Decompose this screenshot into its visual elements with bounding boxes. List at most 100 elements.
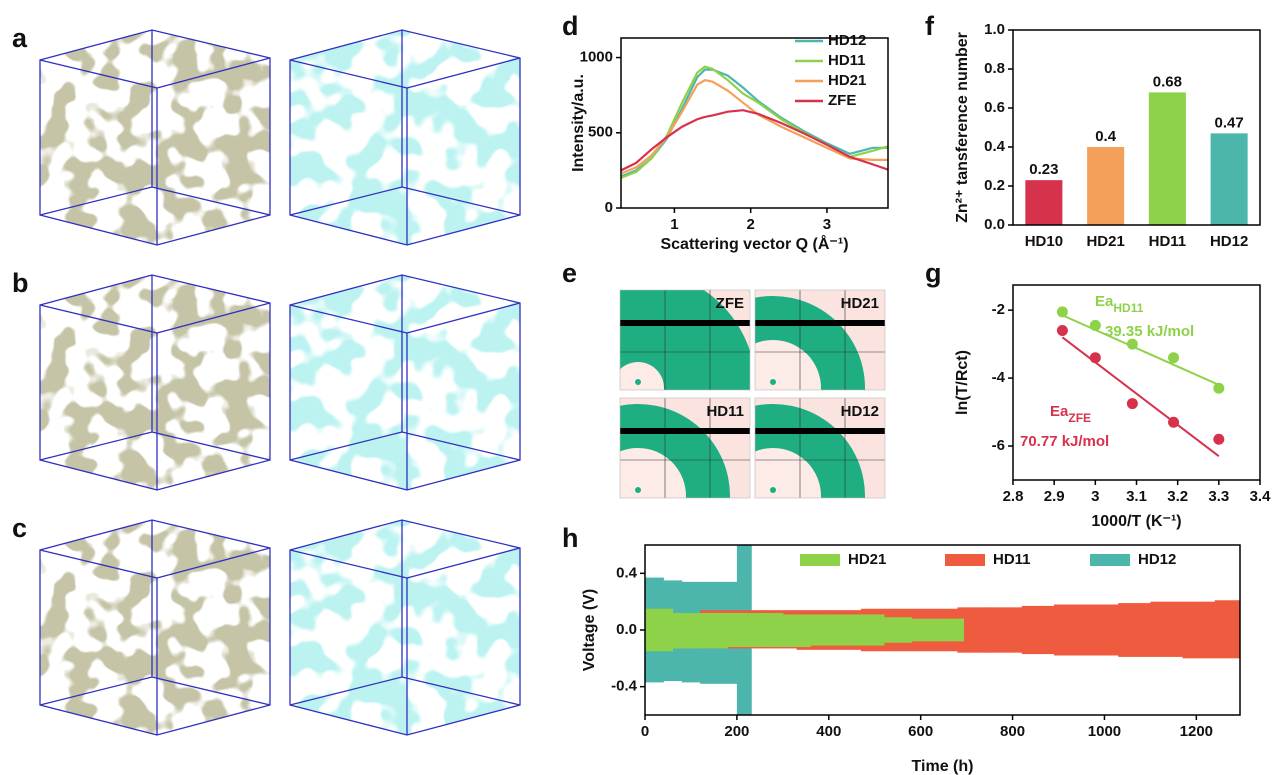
voltage-band — [1214, 600, 1239, 659]
x-tick-label: 1000 — [1088, 723, 1121, 740]
voltage-band — [911, 618, 940, 642]
panel-label: b — [12, 268, 29, 298]
x-tick-label: HD10 — [1025, 233, 1063, 250]
y-tick-label: -6 — [992, 437, 1005, 454]
fit-line — [1061, 336, 1220, 458]
annotation-subscript: ZFE — [1068, 411, 1091, 425]
cube-render — [289, 519, 521, 736]
legend-label: HD21 — [848, 551, 886, 568]
annotation: EaZFE — [1050, 403, 1091, 425]
beam-spot — [635, 487, 641, 493]
value-label: 0.68 — [1153, 73, 1182, 90]
x-tick-label: 600 — [908, 723, 933, 740]
voltage-band — [700, 613, 729, 649]
cube-edge — [156, 57, 271, 89]
y-tick-label: -0.4 — [611, 678, 638, 695]
value-label: 0.47 — [1215, 114, 1244, 131]
data-point — [1056, 306, 1068, 318]
voltage-band — [1237, 600, 1240, 659]
value-label: 0.4 — [1095, 128, 1117, 145]
panel-label: g — [925, 258, 942, 288]
voltage-band — [1182, 601, 1216, 659]
cube-edge — [406, 547, 521, 579]
voltage-band — [1118, 603, 1151, 657]
annotation: EaHD11 — [1095, 293, 1144, 315]
y-tick-label: 0.4 — [616, 564, 638, 581]
scattering-image: HD21 — [754, 289, 886, 391]
image-content — [755, 398, 885, 498]
image-label: HD12 — [841, 403, 879, 420]
data-point — [1126, 398, 1138, 410]
ring-inner — [755, 448, 821, 498]
voltage-band — [962, 618, 965, 642]
image-content — [755, 290, 885, 390]
series-line — [620, 68, 888, 178]
data-point — [1213, 382, 1225, 394]
data-point — [1089, 319, 1101, 331]
annotation-subscript: HD11 — [1113, 301, 1143, 315]
annotation: 39.35 kJ/mol — [1105, 323, 1194, 340]
cube-texture — [40, 30, 270, 245]
cube-edge — [401, 676, 521, 706]
image-border — [619, 397, 751, 499]
voltage-band — [1150, 601, 1184, 657]
cube-render — [289, 29, 521, 246]
legend-swatch — [945, 554, 985, 566]
voltage-band — [1021, 605, 1055, 655]
image-content — [620, 290, 750, 390]
voltage-band — [1086, 604, 1119, 656]
cube-render — [39, 29, 271, 246]
fit-line — [1061, 314, 1220, 386]
x-tick-label: 2 — [747, 216, 755, 233]
bar — [1148, 92, 1186, 226]
voltage-band — [782, 614, 811, 647]
panel-label: h — [562, 523, 579, 553]
y-tick-label: 0.4 — [984, 138, 1006, 155]
voltage-band — [727, 613, 756, 647]
legend-swatch — [1090, 554, 1130, 566]
data-point — [1168, 416, 1180, 428]
beam-spot — [635, 379, 641, 385]
annotation-prefix: Ea — [1095, 293, 1114, 310]
image-border — [619, 289, 751, 391]
cube-texture — [290, 30, 520, 245]
voltage-band — [883, 617, 912, 643]
cube-render — [39, 274, 271, 491]
y-axis-label: Intensity/a.u. — [570, 74, 587, 172]
cube-texture — [290, 275, 520, 490]
x-tick-label: 0 — [641, 723, 649, 740]
x-tick-label: 3.2 — [1167, 488, 1188, 505]
plot-frame — [1012, 29, 1261, 226]
x-tick-label: 800 — [1000, 723, 1025, 740]
data-point — [1126, 338, 1138, 350]
y-axis-label: Voltage (V) — [581, 589, 598, 671]
cube-texture — [40, 520, 270, 735]
cube-edge — [289, 676, 403, 706]
x-tick-label: HD11 — [1149, 233, 1187, 250]
data-point — [1168, 352, 1180, 364]
beam-stop — [755, 320, 885, 326]
legend-label: HD11 — [828, 52, 866, 69]
series-line — [620, 109, 889, 172]
cube-edge — [289, 304, 408, 334]
y-tick-label: 0.0 — [984, 216, 1005, 233]
plot-frame — [1012, 284, 1261, 481]
y-tick-label: 0.6 — [984, 99, 1005, 116]
cube-edge — [156, 302, 271, 334]
bar — [1087, 147, 1125, 225]
cube-render — [289, 274, 521, 491]
annotation: 70.77 kJ/mol — [1020, 433, 1109, 450]
beam-spot — [770, 487, 776, 493]
x-tick-label: 1200 — [1180, 723, 1213, 740]
voltage-band — [645, 608, 674, 652]
voltage-band — [939, 618, 963, 642]
beam-spot — [770, 379, 776, 385]
legend-label: HD12 — [1138, 551, 1176, 568]
voltage-band — [672, 613, 701, 649]
data-point — [1213, 433, 1225, 445]
panel-label: d — [562, 11, 579, 41]
y-tick-label: 0 — [605, 199, 613, 216]
y-tick-label: -4 — [992, 369, 1006, 386]
voltage-band — [989, 607, 1023, 653]
